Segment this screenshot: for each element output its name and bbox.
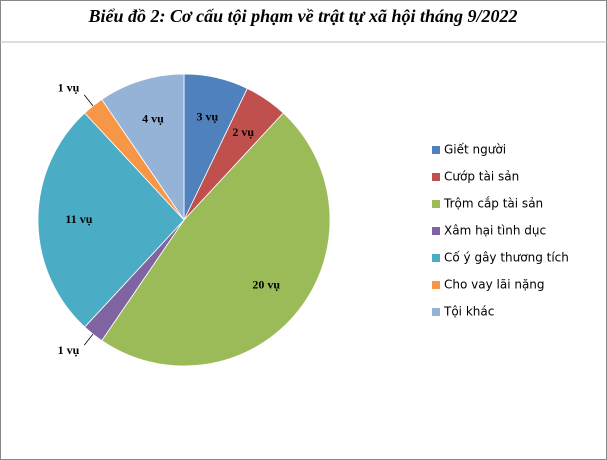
legend-swatch bbox=[432, 254, 440, 262]
leader-line bbox=[83, 94, 94, 107]
pie-slice bbox=[37, 112, 185, 328]
data-label: 20 vụ bbox=[252, 277, 280, 291]
data-label: 4 vụ bbox=[142, 111, 164, 125]
legend-label: Cố ý gây thương tích bbox=[444, 251, 569, 265]
legend-label: Xâm hại tình dục bbox=[444, 224, 546, 238]
legend-label: Cho vay lãi nặng bbox=[444, 278, 545, 292]
legend-swatch bbox=[432, 173, 440, 181]
chart-title: Biểu đồ 2: Cơ cấu tội phạm về trật tự xã… bbox=[88, 6, 518, 26]
legend-swatch bbox=[432, 308, 440, 316]
pie-slice bbox=[101, 73, 185, 222]
legend-swatch bbox=[432, 200, 440, 208]
leader-line bbox=[83, 333, 94, 346]
data-label: 11 vụ bbox=[65, 212, 92, 226]
data-label: 3 vụ bbox=[197, 109, 219, 123]
legend-swatch bbox=[432, 281, 440, 289]
legend-label: Trộm cắp tài sản bbox=[443, 197, 543, 211]
legend-swatch bbox=[432, 227, 440, 235]
data-label: 1 vụ bbox=[58, 80, 80, 94]
pie-slice bbox=[101, 112, 331, 367]
data-label: 1 vụ bbox=[58, 343, 80, 357]
legend-label: Cướp tài sản bbox=[444, 170, 519, 184]
legend-swatch bbox=[432, 146, 440, 154]
data-label: 2 vụ bbox=[232, 125, 254, 139]
legend-label: Tội khác bbox=[443, 305, 494, 319]
legend-label: Giết người bbox=[444, 143, 506, 157]
